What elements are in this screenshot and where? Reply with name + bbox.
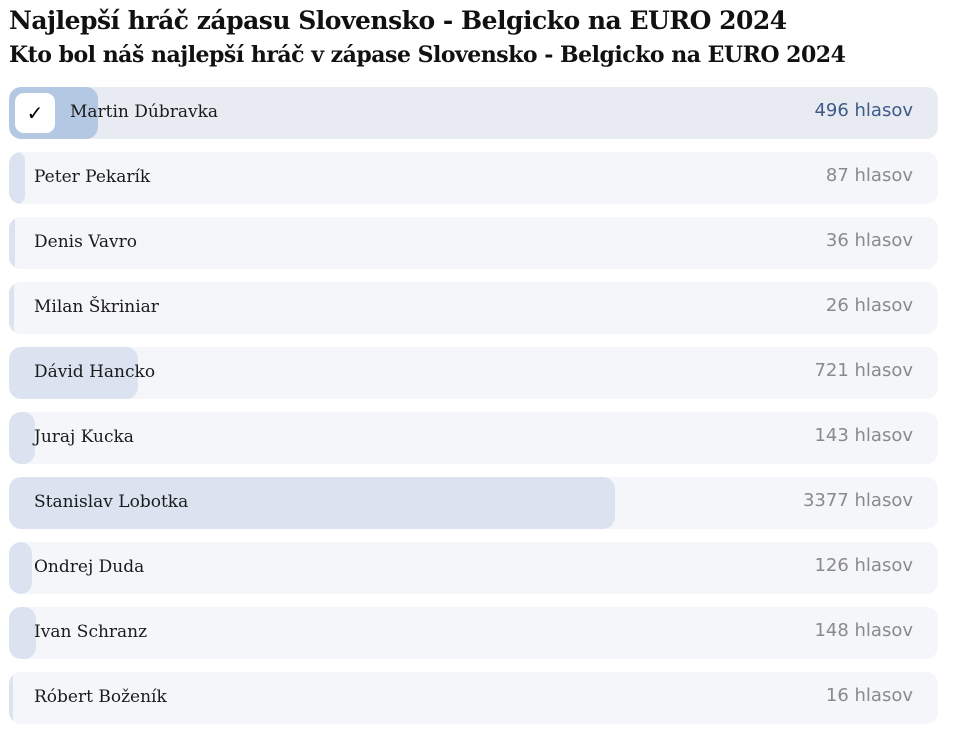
option-name: Ivan Schranz xyxy=(34,622,148,642)
vote-share-bar xyxy=(9,672,13,724)
vote-count: 36 hlasov xyxy=(825,230,913,251)
vote-count: 87 hlasov xyxy=(825,165,913,186)
vote-count: 496 hlasov xyxy=(814,100,913,121)
poll-option[interactable]: Ondrej Duda 126 hlasov xyxy=(9,542,938,594)
poll-option[interactable]: Milan Škriniar 26 hlasov xyxy=(9,282,938,334)
vote-share-bar xyxy=(9,412,35,464)
option-name: Milan Škriniar xyxy=(34,297,159,317)
vote-count: 148 hlasov xyxy=(814,620,913,641)
vote-count: 143 hlasov xyxy=(814,425,913,446)
poll-option[interactable]: Ivan Schranz 148 hlasov xyxy=(9,607,938,659)
option-name: Juraj Kucka xyxy=(34,427,134,447)
vote-share-bar xyxy=(9,152,25,204)
vote-share-bar xyxy=(9,607,36,659)
option-name: Róbert Boženík xyxy=(34,687,167,707)
vote-count: 721 hlasov xyxy=(814,360,913,381)
poll-option[interactable]: Peter Pekarík 87 hlasov xyxy=(9,152,938,204)
poll-option[interactable]: Stanislav Lobotka 3377 hlasov xyxy=(9,477,938,529)
poll-option[interactable]: Denis Vavro 36 hlasov xyxy=(9,217,938,269)
option-name: Stanislav Lobotka xyxy=(34,492,189,512)
option-name: Ondrej Duda xyxy=(34,557,145,577)
vote-share-bar xyxy=(9,282,14,334)
check-icon: ✓ xyxy=(15,93,55,133)
vote-count: 126 hlasov xyxy=(814,555,913,576)
option-name: Martin Dúbravka xyxy=(70,102,219,122)
option-name: Dávid Hancko xyxy=(34,362,156,382)
poll-options: ✓ Martin Dúbravka 496 hlasov Peter Pekarík 8… xyxy=(9,87,938,737)
option-name: Denis Vavro xyxy=(34,232,138,252)
vote-count: 26 hlasov xyxy=(825,295,913,316)
vote-share-bar xyxy=(9,542,32,594)
poll-subtitle: Kto bol náš najlepší hráč v zápase Slove… xyxy=(9,42,846,68)
vote-share-bar xyxy=(9,217,16,269)
poll-title: Najlepší hráč zápasu Slovensko - Belgick… xyxy=(9,6,787,35)
poll-option[interactable]: Róbert Boženík 16 hlasov xyxy=(9,672,938,724)
vote-count: 3377 hlasov xyxy=(802,490,913,511)
poll-option[interactable]: Dávid Hancko 721 hlasov xyxy=(9,347,938,399)
vote-share-bar xyxy=(9,347,139,399)
poll-option[interactable]: ✓ Martin Dúbravka 496 hlasov xyxy=(9,87,938,139)
poll-option[interactable]: Juraj Kucka 143 hlasov xyxy=(9,412,938,464)
vote-count: 16 hlasov xyxy=(825,685,913,706)
option-name: Peter Pekarík xyxy=(34,167,151,187)
vote-share-bar xyxy=(9,477,616,529)
